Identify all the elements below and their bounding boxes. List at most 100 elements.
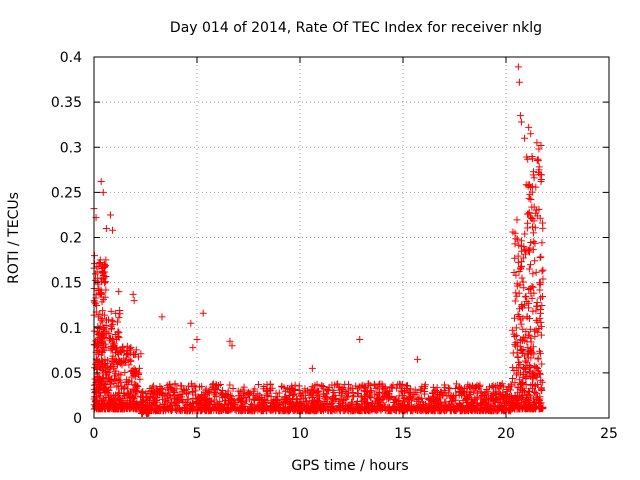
- data-point: [511, 391, 519, 399]
- data-point: [323, 387, 331, 395]
- data-point: [221, 397, 229, 405]
- data-point: [532, 268, 540, 276]
- data-point: [525, 123, 533, 131]
- data-point: [531, 388, 539, 396]
- data-point: [511, 297, 519, 305]
- data-point: [120, 347, 128, 355]
- x-tick-label: 20: [497, 426, 515, 442]
- chart-title: Day 014 of 2014, Rate Of TEC Index for r…: [170, 20, 542, 36]
- data-point: [235, 406, 243, 414]
- data-point: [126, 392, 134, 400]
- data-point: [348, 401, 356, 409]
- data-point: [512, 371, 520, 379]
- data-point: [132, 346, 140, 354]
- data-point: [517, 264, 525, 272]
- data-point: [521, 357, 529, 365]
- data-point: [330, 405, 337, 413]
- data-point: [537, 331, 545, 339]
- data-point: [244, 406, 252, 414]
- data-point: [531, 404, 539, 412]
- data-point: [295, 406, 303, 414]
- data-point: [106, 392, 114, 400]
- data-point: [134, 382, 142, 390]
- data-point: [488, 394, 496, 402]
- data-point: [117, 371, 125, 379]
- data-point: [130, 351, 138, 359]
- data-point: [320, 398, 328, 406]
- data-point: [526, 315, 534, 323]
- data-point: [267, 402, 275, 410]
- data-point: [529, 307, 537, 315]
- data-point: [142, 408, 150, 416]
- data-point: [237, 388, 245, 396]
- data-point: [418, 406, 426, 414]
- data-point: [319, 405, 327, 413]
- data-point: [97, 364, 105, 372]
- data-point: [520, 243, 528, 251]
- x-axis-label: GPS time / hours: [291, 458, 408, 474]
- data-point: [240, 407, 248, 415]
- data-point: [314, 397, 322, 405]
- data-point: [262, 404, 270, 412]
- data-point: [498, 405, 506, 413]
- data-point: [521, 293, 529, 301]
- data-point: [108, 316, 116, 324]
- data-point: [535, 145, 543, 153]
- x-tick-label: 0: [90, 426, 99, 442]
- data-point: [436, 390, 444, 398]
- data-point: [534, 155, 542, 163]
- data-point: [130, 297, 138, 305]
- data-point: [375, 393, 383, 401]
- data-point: [395, 392, 403, 400]
- data-point: [511, 340, 519, 348]
- data-point: [139, 388, 147, 396]
- data-point: [228, 342, 236, 350]
- data-point: [403, 382, 411, 390]
- data-point: [525, 209, 533, 217]
- data-point: [469, 388, 477, 396]
- data-point: [519, 345, 527, 353]
- data-point: [115, 376, 123, 384]
- data-point: [155, 389, 163, 397]
- data-point: [362, 406, 370, 414]
- data-point: [313, 387, 321, 395]
- data-point: [375, 381, 383, 389]
- data-point: [343, 389, 351, 397]
- data-point: [184, 390, 192, 398]
- data-point: [529, 270, 537, 278]
- data-point: [514, 258, 522, 266]
- data-point: [345, 380, 353, 388]
- data-point: [513, 292, 521, 300]
- data-point: [308, 364, 316, 372]
- data-point: [420, 400, 428, 408]
- data-point: [532, 206, 540, 214]
- data-point: [536, 393, 544, 401]
- data-point: [400, 394, 408, 402]
- data-point: [98, 360, 106, 368]
- data-point: [517, 320, 525, 328]
- data-point: [490, 398, 498, 406]
- data-point: [307, 406, 315, 414]
- data-point: [349, 392, 357, 400]
- data-point: [513, 216, 521, 224]
- data-point: [539, 224, 547, 232]
- data-point: [120, 392, 128, 400]
- data-point: [535, 166, 543, 174]
- data-point: [229, 385, 237, 393]
- data-point: [519, 254, 527, 262]
- data-point: [513, 235, 521, 243]
- data-point: [392, 401, 400, 409]
- data-point: [446, 385, 454, 393]
- data-point: [139, 394, 147, 402]
- data-point: [511, 405, 519, 413]
- data-point: [524, 155, 532, 163]
- data-point: [538, 405, 546, 413]
- data-point: [194, 406, 202, 414]
- data-point: [166, 380, 174, 388]
- data-point: [225, 401, 233, 409]
- data-point: [338, 390, 346, 398]
- data-point: [511, 240, 519, 248]
- data-point: [127, 357, 135, 365]
- data-point: [104, 356, 112, 364]
